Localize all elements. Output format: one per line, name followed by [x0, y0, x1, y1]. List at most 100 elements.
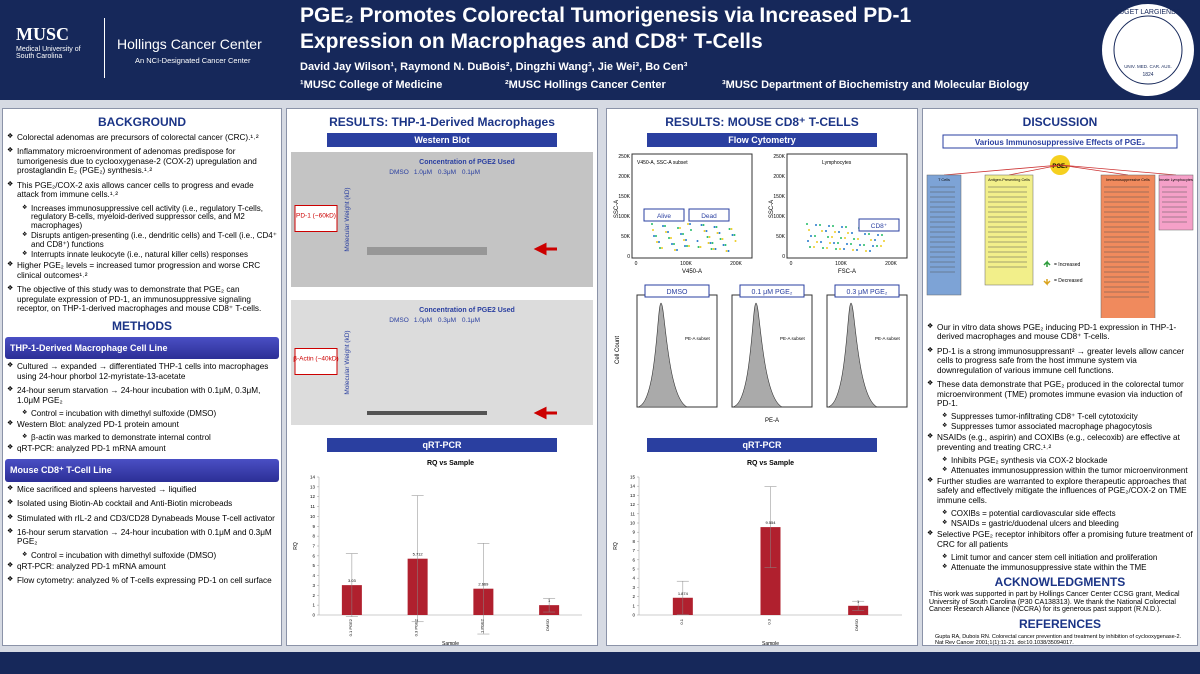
lane-label: DMSO — [389, 317, 409, 324]
lane-label: 0.3μM — [438, 169, 456, 176]
event-dot — [696, 240, 699, 242]
ack-text: This work was supported in part by Holli… — [929, 590, 1180, 614]
hist-label: 0.1 μM PGE₂ — [752, 289, 793, 296]
bullet: 24-hour serum starvation → 24-hour incub… — [7, 386, 277, 405]
event-dot — [815, 224, 817, 226]
x-axis-label: Sample — [442, 641, 459, 646]
legend-arrow — [1043, 260, 1051, 267]
event-dot — [667, 231, 669, 233]
heading: REFERENCES — [1018, 617, 1101, 632]
y-tick-label: 9 — [312, 524, 315, 529]
tick-label: 250K — [773, 154, 785, 160]
event-dot — [870, 239, 872, 241]
axis-label: SSC-A — [614, 200, 620, 218]
section-title: Mouse CD8⁺ T-Cell Line — [5, 458, 279, 482]
y-tick-label: 7 — [312, 544, 315, 549]
event-dot — [832, 225, 834, 227]
event-dot — [665, 231, 667, 233]
event-dot — [655, 235, 657, 237]
event-dot — [677, 227, 679, 229]
event-dot — [719, 238, 722, 240]
legend: Concentration of PGE2 Used — [419, 307, 515, 314]
sub-bullet: Control = incubation with dimethyl sulfo… — [22, 409, 278, 419]
bullet: Stimulated with rIL-2 and CD3/CD28 Dynab… — [7, 514, 277, 523]
lane-label: 0.3μM — [438, 317, 456, 324]
header: MUSC Medical University of South Carolin… — [0, 0, 1200, 100]
affil-3: ³MUSC Department of Biochemistry and Mol… — [722, 79, 1029, 91]
event-dot — [702, 224, 705, 226]
logo-musc-sub: Medical University of South Carolina — [16, 46, 81, 60]
event-dot — [831, 236, 833, 238]
subset: Lymphocytes — [822, 160, 852, 166]
logo-musc: MUSC — [16, 24, 69, 44]
y-tick-label: 7 — [632, 548, 635, 553]
event-dot — [845, 226, 847, 228]
bullet: Isolated using Biotin-Ab cocktail and An… — [7, 499, 277, 508]
gate-label: Alive — [657, 213, 671, 220]
connector — [1059, 164, 1129, 176]
event-dot — [661, 247, 663, 249]
lane-label: 0.1μM — [462, 317, 480, 324]
event-dot — [714, 248, 717, 250]
sub-bullet: Attenuate the immunosuppressive state wi… — [942, 563, 1194, 573]
bullet: 16-hour serum starvation → 24-hour incub… — [7, 528, 277, 547]
sub-bullet: β-actin was marked to demonstrate intern… — [22, 433, 278, 443]
event-dot — [807, 240, 809, 242]
column-2: RESULTS: THP-1-Derived Macrophages Weste… — [286, 108, 598, 646]
event-dot — [664, 225, 666, 227]
y-tick-label: 3 — [632, 585, 635, 590]
bullet: These data demonstrate that PGE₂ produce… — [927, 380, 1193, 408]
affil-2: ²MUSC Hollings Cancer Center — [505, 79, 666, 91]
sub-bullet: Limit tumor and cancer stem cell initiat… — [942, 553, 1194, 563]
heading: RESULTS: MOUSE CD8⁺ T-CELLS — [665, 115, 859, 129]
y-tick-label: 2 — [632, 594, 635, 599]
bullet: Cultured → expanded → differentiated THP… — [7, 362, 277, 381]
event-dot — [837, 242, 839, 244]
event-dot — [876, 245, 878, 247]
y-tick-label: 4 — [632, 576, 635, 581]
column-4: DISCUSSION Various Immunosuppressive Eff… — [922, 108, 1198, 646]
x-tick-label: DMSO — [545, 619, 550, 631]
event-dot — [868, 233, 870, 235]
tick-label: 200K — [730, 261, 742, 267]
band-box — [294, 348, 338, 375]
section-bar: qRT-PCR — [327, 438, 557, 452]
bullet: Selective PGE₂ receptor inhibitors offer… — [927, 530, 1193, 549]
event-dot — [708, 236, 711, 238]
y-tick-label: 5 — [632, 567, 635, 572]
event-dot — [857, 238, 859, 240]
histogram — [636, 302, 688, 408]
bullet: Mice sacrificed and spleens harvested → … — [7, 485, 277, 494]
value-label: 1 — [857, 599, 860, 604]
section-bar: qRT-PCR — [647, 438, 877, 452]
event-dot — [877, 234, 879, 236]
bullet: qRT-PCR: analyzed PD-1 mRNA amount — [7, 444, 277, 453]
event-dot — [712, 248, 715, 250]
gate — [858, 218, 900, 232]
gate — [643, 208, 685, 222]
seal-year: 1824 — [1142, 72, 1153, 78]
footer — [0, 652, 1200, 674]
event-dot — [838, 231, 840, 233]
event-dot — [688, 245, 690, 247]
cell-box-title: Antigen-Presenting Cells — [988, 178, 1030, 182]
cell-box-title: Innate Lymphocytes — [1159, 178, 1193, 182]
gate-label: PE-A subset — [685, 336, 711, 341]
section-bar: Flow Cytometry — [647, 133, 877, 147]
y-tick-label: 8 — [632, 539, 635, 544]
sub-bullet: Inhibits PGE₂ synthesis via COX-2 blocka… — [942, 456, 1194, 466]
bullet: The objective of this study was to demon… — [7, 285, 277, 313]
heading: RESULTS: THP-1-Derived Macrophages — [329, 115, 555, 129]
event-dot — [856, 249, 858, 251]
band-label: β-Actin (~40kD) — [293, 356, 338, 363]
event-dot — [686, 245, 688, 247]
center-label: PGE₂ — [1052, 164, 1068, 170]
sub-bullet: COXIBs = potential cardiovascular side e… — [942, 509, 1194, 519]
y-tick-label: 2 — [312, 593, 315, 598]
tick-label: 50K — [621, 234, 631, 240]
event-dot — [810, 235, 812, 237]
subset: V450-A, SSC-A subset — [637, 160, 688, 166]
event-dot — [676, 249, 678, 251]
tick-label: 100K — [680, 261, 692, 267]
